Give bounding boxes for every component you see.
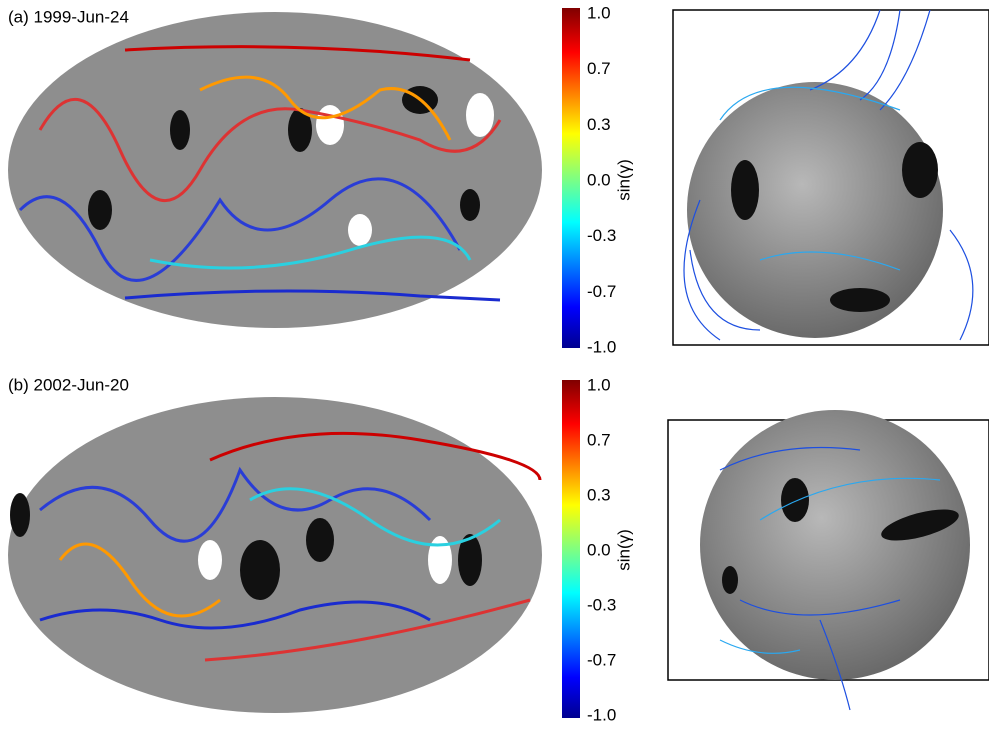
panel-label: (a) 1999-Jun-24 — [8, 7, 129, 26]
colorbar-tick-label: 0.0 — [587, 170, 611, 189]
colorbar — [562, 8, 580, 348]
colorbar-tick-label: -1.0 — [587, 337, 616, 356]
colorbar-tick-label: -0.7 — [587, 282, 616, 301]
colorbar-tick-label: 0.0 — [587, 540, 611, 559]
map-features — [18, 45, 502, 302]
colorbar-label: sin(γ) — [614, 159, 633, 201]
map-features — [10, 431, 542, 662]
sphere — [687, 82, 943, 338]
field-lines — [719, 446, 959, 711]
colorbar-label: sin(γ) — [614, 529, 633, 571]
colorbar-tick-label: 0.3 — [587, 115, 611, 134]
colorbar-tick-label: -1.0 — [587, 705, 616, 724]
sphere — [700, 410, 970, 680]
colorbar-tick-label: -0.7 — [587, 650, 616, 669]
panel-label: (b) 2002-Jun-20 — [8, 375, 129, 394]
colorbar-tick-label: -0.3 — [587, 595, 616, 614]
field-lines — [683, 9, 974, 341]
colorbar — [562, 380, 580, 718]
panel-b: (b) 2002-Jun-20 sin(γ) — [8, 375, 989, 718]
colorbar-tick-label: 1.0 — [587, 375, 611, 394]
colorbar-tick-label: 0.7 — [587, 430, 611, 449]
colorbar-tick-label: 0.7 — [587, 59, 611, 78]
colorbar-tick-label: -0.3 — [587, 226, 616, 245]
colorbar-tick-label: 0.3 — [587, 485, 611, 504]
panel-a: (a) 1999-Jun-24 sin(γ) — [8, 7, 989, 348]
colorbar-tick-label: 1.0 — [587, 3, 611, 22]
